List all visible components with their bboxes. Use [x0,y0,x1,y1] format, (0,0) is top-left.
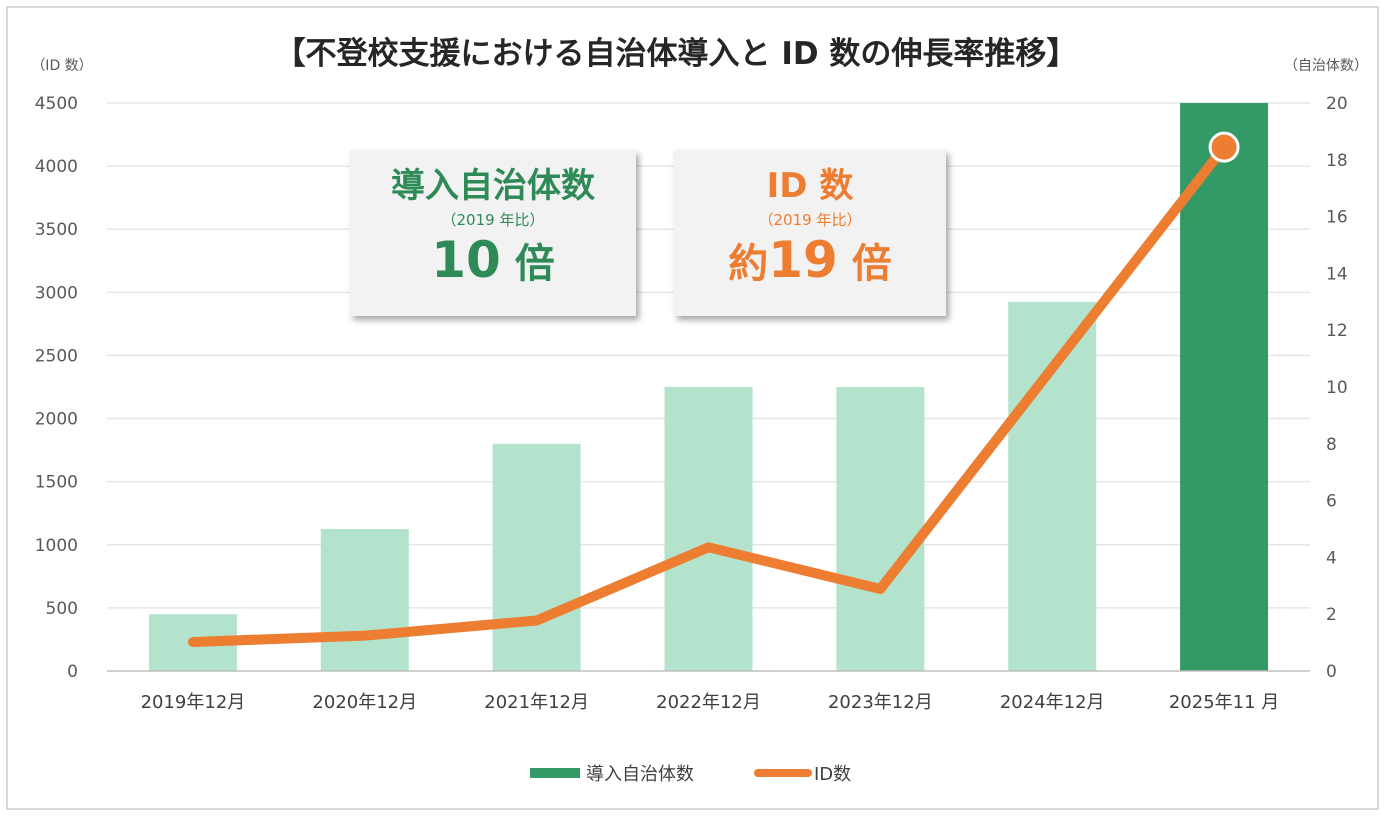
category-label: 2024年12月 [1000,692,1105,713]
category-label: 2022年12月 [656,692,761,713]
legend-label-bars: 導入自治体数 [586,764,694,785]
callout-municipalities-value: 10 倍 [350,232,636,292]
line-point-2 [535,619,538,622]
line-point-0 [191,640,194,643]
bar-4 [836,387,925,671]
right-tick-label: 20 [1326,94,1348,114]
line-point-1 [363,634,366,637]
left-tick-label: 1000 [35,536,78,556]
left-tick-label: 0 [67,662,78,682]
category-label: 2025年11 月 [1169,692,1279,713]
callout-ids: ID 数 （2019 年比） 約19 倍 [674,150,946,316]
callout-municipalities-sub: （2019 年比） [441,211,545,229]
callout-municipalities: 導入自治体数 （2019 年比） 10 倍 [350,150,636,316]
right-tick-label: 4 [1326,548,1337,568]
right-tick-label: 14 [1326,264,1348,284]
left-tick-label: 2500 [35,346,78,366]
bar-6 [1180,103,1269,671]
right-tick-label: 0 [1326,662,1337,682]
line-point-3 [707,546,710,549]
callout-municipalities-suffix: 倍 [514,241,555,287]
callout-ids-sub: （2019 年比） [758,211,862,229]
left-axis-unit: （ID 数） [31,58,92,74]
legend-label-line: ID数 [814,764,851,785]
left-tick-label: 3000 [35,283,78,303]
left-tick-label: 1500 [35,473,78,493]
callout-ids-suffix: 倍 [851,241,892,287]
category-label: 2020年12月 [312,692,417,713]
left-tick-label: 500 [46,599,78,619]
callout-ids-number: 19 [768,231,838,289]
right-tick-label: 10 [1326,378,1348,398]
category-label: 2021年12月 [484,692,589,713]
right-tick-label: 16 [1326,208,1348,228]
right-tick-label: 8 [1326,435,1337,455]
left-tick-label: 3500 [35,220,78,240]
chart-title: 【不登校支援における自治体導入と ID 数の伸長率推移】 [275,36,1078,72]
bar-2 [492,443,581,671]
line-point-6 [1208,131,1240,163]
category-label: 2019年12月 [141,692,246,713]
callout-municipalities-head: 導入自治体数 [391,166,595,206]
line-point-5 [1051,367,1054,370]
callout-ids-prefix: 約 [728,241,769,287]
left-tick-label: 2000 [35,410,78,430]
callout-ids-value: 約19 倍 [674,232,946,292]
category-label: 2023年12月 [828,692,933,713]
callout-ids-head: ID 数 [766,166,854,206]
callout-municipalities-number: 10 [431,231,501,289]
left-tick-label: 4500 [35,94,78,114]
line-point-4 [879,587,882,590]
right-tick-label: 6 [1326,492,1337,512]
legend-swatch-bars [530,768,580,778]
bar-3 [664,387,753,671]
left-tick-label: 4000 [35,157,78,177]
bar-5 [1008,301,1097,671]
right-axis-unit: （自治体数） [1284,58,1368,74]
bar-1 [320,529,409,671]
legend: 導入自治体数 ID数 [530,764,851,785]
right-tick-label: 2 [1326,605,1337,625]
right-tick-label: 18 [1326,151,1348,171]
right-tick-label: 12 [1326,321,1348,341]
